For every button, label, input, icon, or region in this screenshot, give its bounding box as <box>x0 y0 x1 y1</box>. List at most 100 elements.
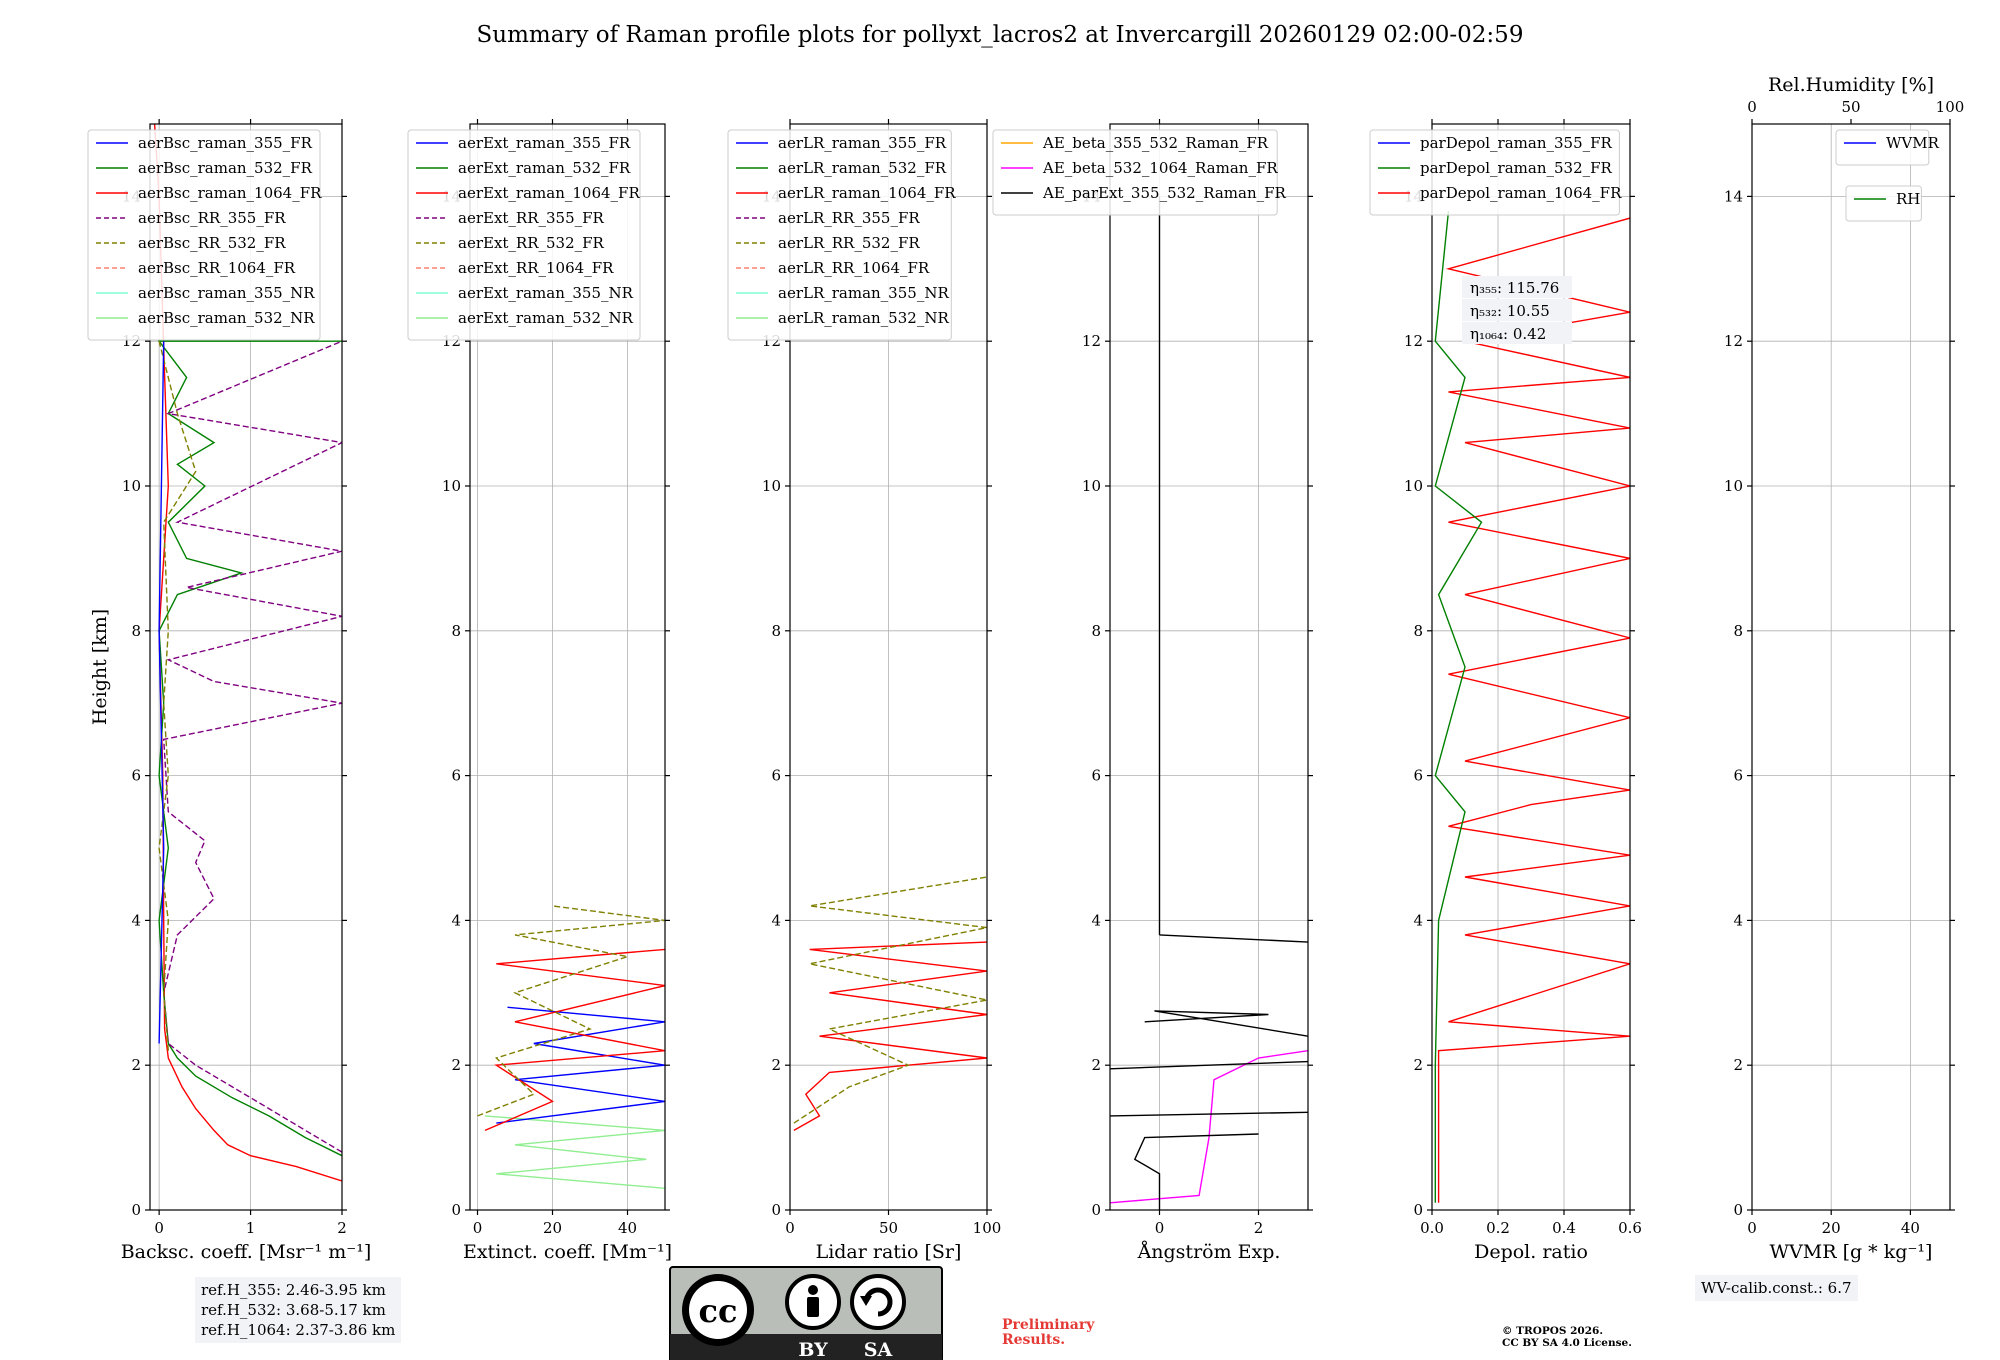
series-group <box>477 905 665 1189</box>
legend-entry: AE_parExt_355_532_Raman_FR <box>1042 184 1287 202</box>
sa-icon <box>850 1274 906 1330</box>
legend: aerBsc_raman_355_FR aerBsc_raman_532_FRae… <box>87 129 322 341</box>
series-aerBsc_raman_1064_FR <box>153 124 342 1182</box>
eta-box <box>1462 299 1572 321</box>
series-aerBsc_raman_355_FR <box>158 341 165 1044</box>
y-tick-label: 6 <box>131 767 141 785</box>
x-tick-label: 0.2 <box>1486 1219 1510 1237</box>
legend-entry: aerLR_raman_355_FR <box>778 134 947 152</box>
x-tick-label: 0.0 <box>1420 1219 1444 1237</box>
y-tick-label: 8 <box>1733 622 1743 640</box>
legend-entry: aerLR_RR_532_FR <box>778 234 920 252</box>
y-tick-label: 8 <box>771 622 781 640</box>
legend-entry: aerBsc_RR_355_FR <box>138 209 286 227</box>
y-tick-label: 0 <box>451 1201 461 1219</box>
ref-height-box: ref.H_355: 2.46-3.95 km ref.H_532: 3.68-… <box>195 1277 402 1343</box>
x-tick-label: 2 <box>1254 1219 1264 1237</box>
series-aerBsc_RR_355_FR <box>162 340 342 1153</box>
by-icon-body <box>807 1297 819 1317</box>
y-tick-label: 4 <box>1091 911 1101 929</box>
legend-entry: aerBsc_raman_1064_FR <box>138 184 322 202</box>
legend-entry: aerBsc_raman_355_NR <box>138 284 315 302</box>
cc-logo-text: cc <box>699 1292 738 1330</box>
y-tick-label: 4 <box>1733 911 1743 929</box>
series-AE_parExt_355_532_Raman_FR_upper <box>1110 1111 1308 1117</box>
legend-box <box>992 129 1278 216</box>
panel-lr: 02468101214050100Lidar ratio [Sr]aerLR_r… <box>727 119 1001 1263</box>
y-tick-label: 0 <box>1091 1201 1101 1219</box>
y-tick-label: 8 <box>131 622 141 640</box>
series-aerLR_RR_532_FR <box>793 876 987 1124</box>
axes-frame <box>1751 123 1951 1211</box>
legend: WVMR <box>1835 129 1940 166</box>
y-tick-label: 0 <box>131 1201 141 1219</box>
series-group <box>1110 196 1308 1210</box>
y-tick-label: 12 <box>1724 332 1743 350</box>
legend-entry: AE_beta_355_532_Raman_FR <box>1042 134 1269 152</box>
series-aerExt_raman_532_NR <box>484 1115 665 1189</box>
y-tick-label: 8 <box>1413 622 1423 640</box>
legend: parDepol_raman_355_FR parDepol_raman_532_… <box>1369 129 1622 216</box>
series-AE_parExt_355_532_Raman_FR_3 <box>1144 1010 1308 1037</box>
legend-entry: aerBsc_RR_532_FR <box>138 234 286 252</box>
series-aerBsc_raman_532_FR <box>157 340 342 1157</box>
top-x-tick-label: 100 <box>1936 98 1965 116</box>
legend-entry: RH <box>1896 190 1920 208</box>
legend-entry: aerExt_raman_355_NR <box>458 284 634 302</box>
legend-entry: WVMR <box>1886 134 1940 152</box>
y-tick-label: 12 <box>1404 332 1423 350</box>
series-group <box>793 876 987 1132</box>
series-aerLR_raman_1064_FR <box>793 941 987 1132</box>
panel-ext: 0246810121402040Extinct. coeff. [Mm⁻¹]ae… <box>407 119 672 1263</box>
copyright-line-2: CC BY SA 4.0 License. <box>1502 1337 1632 1349</box>
x-tick-label: 0 <box>473 1219 483 1237</box>
x-tick-label: 0 <box>154 1219 164 1237</box>
x-tick-label: 0 <box>1155 1219 1165 1237</box>
y-tick-label: 12 <box>1082 332 1101 350</box>
x-tick-label: 40 <box>1901 1219 1920 1237</box>
legend-entry: aerBsc_RR_1064_FR <box>138 259 296 277</box>
series-AE_parExt_355_532_Raman_FR_4 <box>1159 934 1308 943</box>
legend-box <box>727 129 952 341</box>
x-tick-label: 40 <box>618 1219 637 1237</box>
series-parDepol_raman_532_FR <box>1434 210 1483 1203</box>
panel-ae: 0246810121402Ångström Exp.AE_beta_355_53… <box>992 119 1313 1263</box>
page-title: Summary of Raman profile plots for polly… <box>476 22 1524 48</box>
legend-entry: AE_beta_532_1064_Raman_FR <box>1042 159 1278 177</box>
x-axis-label: Extinct. coeff. [Mm⁻¹] <box>463 1241 672 1263</box>
x-axis-label: Ångström Exp. <box>1137 1241 1281 1263</box>
y-tick-label: 10 <box>122 477 141 495</box>
wv-calib-box: WV-calib.const.: 6.7 <box>1695 1275 1858 1301</box>
ref-height-355: ref.H_355: 2.46-3.95 km <box>201 1281 386 1299</box>
legend-entry: aerBsc_raman_532_NR <box>138 309 315 327</box>
series-group <box>153 124 342 1182</box>
cc-circle-inner <box>689 1281 747 1339</box>
y-tick-label: 6 <box>771 767 781 785</box>
by-label: BY <box>798 1339 828 1360</box>
x-tick-label: 20 <box>1822 1219 1841 1237</box>
legend: aerExt_raman_355_FR aerExt_raman_532_FRae… <box>407 129 641 341</box>
by-icon-head <box>808 1285 818 1295</box>
legend-entry: aerExt_RR_1064_FR <box>458 259 614 277</box>
panel-bsc: 02468101214012Backsc. coeff. [Msr⁻¹ m⁻¹]… <box>87 119 371 1263</box>
series-aerExt_RR_532_FR <box>477 905 665 1117</box>
y-tick-label: 4 <box>451 911 461 929</box>
preliminary-line-1: Preliminary <box>1002 1317 1095 1333</box>
y-tick-label: 8 <box>451 622 461 640</box>
top-x-tick-label: 50 <box>1841 98 1860 116</box>
legend-box <box>407 129 641 341</box>
x-tick-label: 20 <box>543 1219 562 1237</box>
eta-box <box>1462 276 1572 298</box>
legend-entry: aerExt_raman_532_FR <box>458 159 631 177</box>
legend-entry: aerLR_raman_355_NR <box>778 284 949 302</box>
legend-entry: aerLR_raman_1064_FR <box>778 184 956 202</box>
series-aerExt_raman_1064_FR <box>484 948 665 1132</box>
legend-entry: aerExt_raman_1064_FR <box>458 184 640 202</box>
axes-frame <box>469 123 666 1211</box>
y-tick-label: 10 <box>1724 477 1743 495</box>
legend-entry: aerExt_RR_532_FR <box>458 234 605 252</box>
sa-label: SA <box>864 1339 893 1360</box>
y-tick-label: 4 <box>131 911 141 929</box>
y-tick-label: 0 <box>771 1201 781 1219</box>
